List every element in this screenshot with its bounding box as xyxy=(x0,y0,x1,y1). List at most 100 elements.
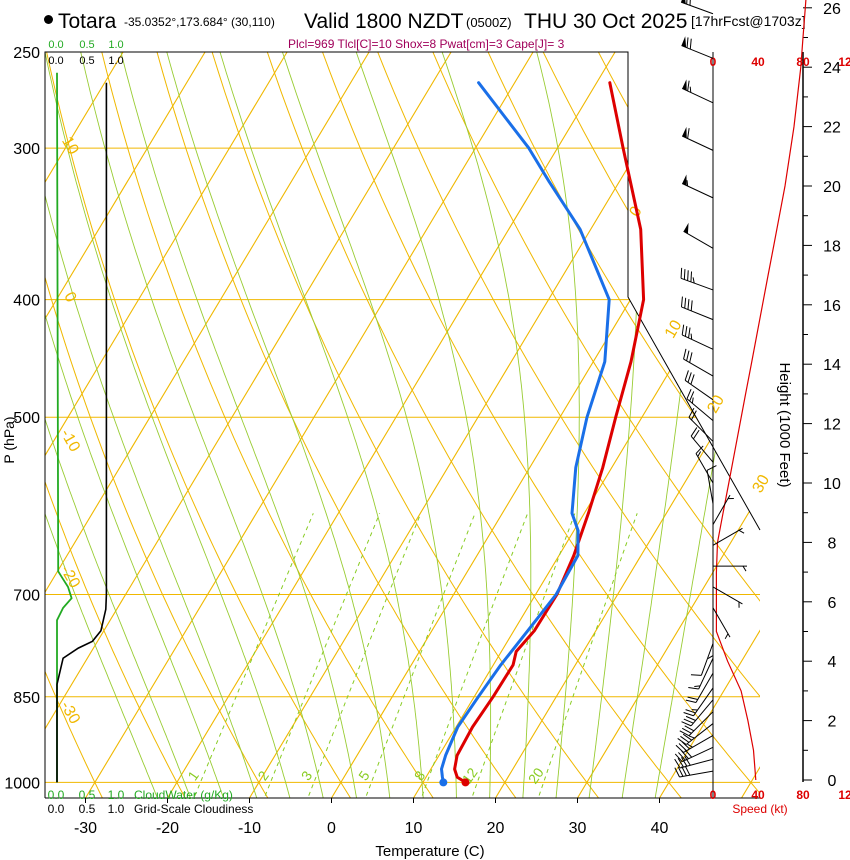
moist-adiabat-line xyxy=(530,52,580,798)
height-tick-label: 18 xyxy=(823,238,841,255)
wind-barb-flag xyxy=(681,324,685,336)
wind-barb-flag xyxy=(674,767,680,778)
wind-barb-shaft xyxy=(681,135,714,151)
mixing-ratio-line xyxy=(191,513,314,798)
valid-time-zulu: (0500Z) xyxy=(466,15,512,30)
cloudiness-line xyxy=(56,82,108,783)
cloudiness-tick-bottom: 0.5 xyxy=(79,802,96,816)
wind-barb xyxy=(683,348,714,377)
wind-barb-shaft xyxy=(680,758,714,769)
wind-barb-flag xyxy=(687,743,693,748)
mixing-ratio-line xyxy=(536,513,638,798)
wind-barb-flag xyxy=(684,297,687,309)
height-tick-label: 0 xyxy=(828,773,837,790)
wind-barb-flag xyxy=(685,699,697,704)
wind-barb xyxy=(695,445,714,484)
wind-barb-shaft xyxy=(681,45,714,59)
mixing-ratio-label: 5 xyxy=(355,768,373,784)
isotherm-line xyxy=(85,52,534,798)
wind-barb-flag xyxy=(695,445,704,454)
isotherm-label: 10 xyxy=(662,317,686,341)
wind-barb-flag xyxy=(677,738,687,745)
station-name: Totara xyxy=(58,10,117,33)
cloudiness-tick-top: 1.0 xyxy=(108,55,123,67)
wind-barb-flag xyxy=(690,410,697,421)
x-tick-label: 10 xyxy=(405,820,423,837)
wind-barb-flag xyxy=(674,758,681,769)
wind-barb xyxy=(712,586,743,608)
valid-time: Valid 1800 NZDT xyxy=(304,10,464,33)
wind-barbs xyxy=(674,0,747,778)
sounding-params: Plcl=969 Tlcl[C]=10 Shox=8 Pwat[cm]=3 Ca… xyxy=(288,37,565,51)
height-tick-label: 26 xyxy=(823,1,841,18)
pressure-tick-label: 700 xyxy=(13,587,40,604)
height-tick-label: 10 xyxy=(823,476,841,493)
height-tick-label: 14 xyxy=(823,357,841,374)
wind-barb xyxy=(690,427,714,463)
wind-barb-shaft xyxy=(700,643,714,676)
y-axis-label: P (hPa) xyxy=(1,416,17,463)
wind-barb xyxy=(686,388,714,422)
dry-adiabat-line xyxy=(314,52,760,798)
cloud-water-tick-top: 0.0 xyxy=(48,39,63,51)
isotherm-label: 10 xyxy=(58,134,82,158)
mixing-ratio-line xyxy=(305,513,422,798)
x-tick-label: -10 xyxy=(238,820,261,837)
dry-adiabat-line xyxy=(477,52,760,798)
wind-barb-flag xyxy=(677,757,684,768)
isotherm-line xyxy=(45,52,288,798)
isotherm-line xyxy=(659,52,760,798)
mixing-ratio-label: 2 xyxy=(254,768,272,784)
wind-barb xyxy=(713,565,747,572)
dry-adiabat-line xyxy=(150,52,524,798)
wind-barb-flag xyxy=(683,718,694,724)
speed-tick-top: 40 xyxy=(751,55,765,69)
wind-barb xyxy=(683,222,714,249)
cloud-water-tick-bottom: 0.0 xyxy=(48,788,65,802)
x-tick-label: 20 xyxy=(487,820,505,837)
isotherm-line xyxy=(45,52,452,798)
wind-barb xyxy=(681,36,714,59)
height-tick-label: 8 xyxy=(828,535,837,552)
wind-barb-shaft xyxy=(681,334,714,350)
wind-barb-flag xyxy=(682,733,693,741)
wind-barb-flag xyxy=(694,685,701,687)
moist-adiabat-line xyxy=(652,52,760,798)
height-tick-label: 4 xyxy=(828,654,837,671)
wind-barb-flag xyxy=(684,725,695,732)
moist-adiabat-line xyxy=(213,52,425,798)
wind-barb-flag xyxy=(688,327,691,339)
plot-border xyxy=(44,51,761,798)
wind-barb xyxy=(688,658,714,690)
wind-barb-shaft xyxy=(698,658,714,690)
wind-barb xyxy=(681,699,714,727)
wind-barb-shaft xyxy=(685,723,714,745)
wind-barb-shaft xyxy=(690,435,714,463)
isotherm-line xyxy=(577,52,760,798)
isotherm-line xyxy=(495,52,760,798)
wind-barb-flag xyxy=(706,465,717,471)
dry-adiabat-line xyxy=(423,52,760,798)
wind-barb xyxy=(684,370,714,401)
height-tick-label: 6 xyxy=(828,595,837,612)
speed-tick-top: 80 xyxy=(796,55,810,69)
wind-barb-flag xyxy=(687,128,690,139)
wind-barb-flag xyxy=(682,727,692,734)
cloud-panel xyxy=(56,72,108,783)
wind-barb-shaft xyxy=(681,306,714,321)
pressure-tick-label: 400 xyxy=(13,293,40,310)
wind-barb-flag xyxy=(692,277,695,284)
dewpoint-profile-line xyxy=(440,81,611,784)
wind-barb xyxy=(690,643,714,676)
wind-barb-shaft xyxy=(683,735,714,753)
dry-adiabat-line xyxy=(45,52,108,798)
wind-barb-flag xyxy=(738,529,745,534)
moist-adiabat-line xyxy=(75,52,326,798)
moist-adiabat-line xyxy=(45,52,228,798)
wind-barb-flag xyxy=(675,744,684,753)
wind-barb-shaft xyxy=(688,711,714,737)
station-coords: -35.0352°,173.684° (30,110) xyxy=(124,15,275,29)
wind-barb xyxy=(681,324,714,350)
wind-barb-flag xyxy=(679,730,690,737)
